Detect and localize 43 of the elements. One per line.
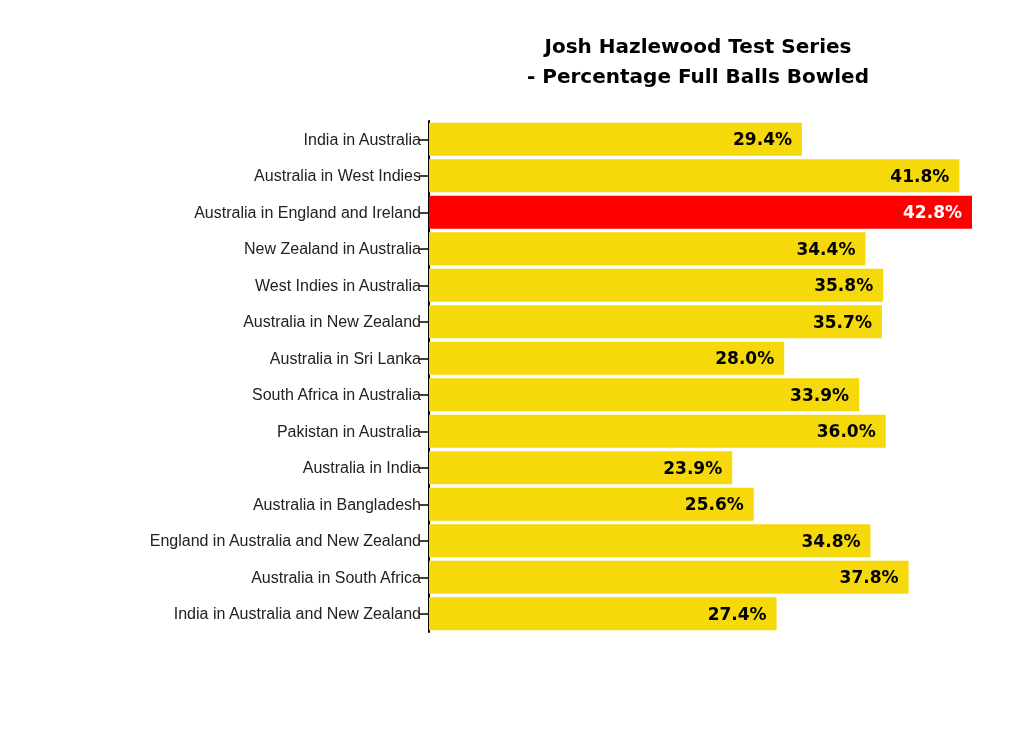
bar <box>429 268 884 302</box>
data-label: 37.8% <box>839 567 899 588</box>
y-tick-label: India in Australia <box>303 130 422 148</box>
bar <box>429 378 860 412</box>
data-label: 42.8% <box>903 202 962 223</box>
data-label: 29.4% <box>733 129 792 150</box>
y-tick-label: Australia in Sri Lanka <box>269 349 422 367</box>
y-tick-label: West Indies in Australia <box>254 276 422 294</box>
bar <box>429 414 886 448</box>
y-tick-label: Australia in South Africa <box>251 568 422 586</box>
data-label: 41.8% <box>890 165 950 186</box>
y-tick-label: Australia in Bangladesh <box>252 495 421 513</box>
bar <box>429 341 785 375</box>
data-label: 34.4% <box>796 238 856 259</box>
data-label: 27.4% <box>707 603 767 624</box>
y-tick-label: Australia in New Zealand <box>243 313 421 331</box>
data-label: 25.6% <box>684 494 744 515</box>
y-tick-label: New Zealand in Australia <box>244 240 422 258</box>
y-tick-label: South Africa in Australia <box>252 386 422 404</box>
bar <box>429 232 866 266</box>
data-label: 28.0% <box>715 348 775 369</box>
y-tick-label: Pakistan in Australia <box>276 422 422 440</box>
y-tick-label: Australia in England and Ireland <box>194 203 421 221</box>
bar <box>429 524 871 558</box>
bar <box>429 195 972 229</box>
chart-title: Josh Hazlewood Test Series - Percentage Full Balls Bowled <box>526 34 870 88</box>
bar <box>429 560 909 594</box>
data-label: 33.9% <box>790 384 850 405</box>
y-tick-label: England in Australia and New Zealand <box>149 532 421 550</box>
bar <box>429 305 882 339</box>
bar <box>429 122 802 156</box>
data-label: 23.9% <box>663 457 723 478</box>
data-label: 36.0% <box>816 421 876 442</box>
y-tick-label: Australia in India <box>302 459 422 477</box>
bar <box>429 159 960 193</box>
data-label: 34.8% <box>801 530 861 551</box>
bar <box>429 597 777 631</box>
y-tick-label: Australia in West Indies <box>254 167 421 185</box>
bar <box>429 487 754 521</box>
data-label: 35.7% <box>812 311 872 332</box>
y-tick-label: India in Australia and New Zealand <box>173 605 421 623</box>
bar <box>429 451 733 485</box>
data-label: 35.8% <box>814 275 874 296</box>
